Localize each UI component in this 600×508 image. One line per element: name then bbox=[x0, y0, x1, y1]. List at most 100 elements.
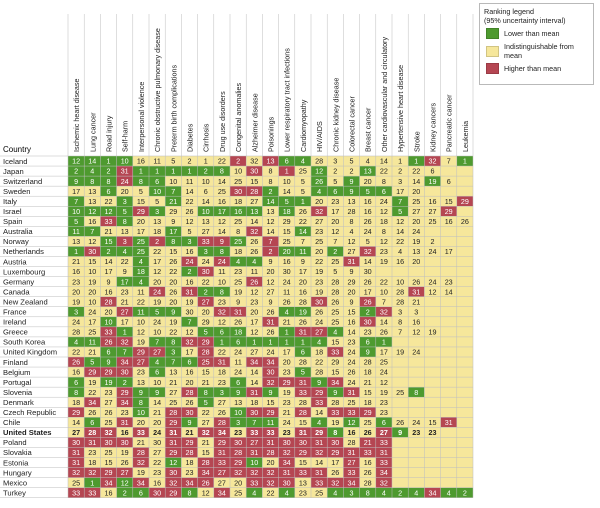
heatmap-cell bbox=[213, 457, 230, 468]
row-label: Iceland bbox=[3, 157, 28, 166]
cell-rank-label: 8 bbox=[382, 227, 386, 236]
heatmap-cell bbox=[132, 306, 149, 317]
cell-rank-label: 34 bbox=[218, 428, 226, 437]
heatmap-cell bbox=[68, 387, 85, 398]
heatmap-cell bbox=[375, 326, 392, 337]
cell-rank-label: 23 bbox=[283, 398, 291, 407]
cell-rank-label: 21 bbox=[88, 348, 96, 357]
heatmap-cell bbox=[278, 166, 295, 177]
heatmap-cell bbox=[181, 156, 198, 167]
heatmap-cell bbox=[100, 166, 117, 177]
cell-rank-label: 17 bbox=[380, 348, 388, 357]
cell-rank-label: 19 bbox=[105, 378, 113, 387]
heatmap-cell bbox=[294, 156, 311, 167]
heatmap-cell bbox=[327, 417, 344, 428]
cell-rank-label: 21 bbox=[283, 408, 291, 417]
heatmap-cell bbox=[392, 306, 409, 317]
heatmap-cell bbox=[132, 236, 149, 247]
column-label: Lung cancer bbox=[88, 112, 97, 152]
heatmap-cell bbox=[424, 316, 441, 327]
heatmap-cell bbox=[262, 336, 279, 347]
heatmap-cell bbox=[408, 266, 425, 277]
cell-rank-label: 22 bbox=[396, 237, 404, 246]
heatmap-cell bbox=[84, 166, 101, 177]
heatmap-cell bbox=[230, 226, 247, 237]
cell-rank-label: 17 bbox=[186, 348, 194, 357]
cell-rank-label: 1 bbox=[90, 478, 94, 487]
heatmap-cell bbox=[327, 467, 344, 478]
heatmap-cell bbox=[165, 357, 182, 368]
cell-rank-label: 23 bbox=[121, 287, 129, 296]
heatmap-cell bbox=[181, 477, 198, 488]
heatmap-cell bbox=[68, 226, 85, 237]
heatmap-cell bbox=[116, 206, 133, 217]
heatmap-cell bbox=[408, 246, 425, 257]
heatmap-cell bbox=[84, 407, 101, 418]
heatmap-cell bbox=[392, 156, 409, 167]
heatmap-cell bbox=[262, 176, 279, 187]
cell-rank-label: 27 bbox=[429, 207, 437, 216]
cell-rank-label: 9 bbox=[123, 267, 127, 276]
heatmap-cell bbox=[116, 367, 133, 378]
cell-rank-label: 26 bbox=[169, 257, 177, 266]
heatmap-cell bbox=[132, 286, 149, 297]
heatmap-cell bbox=[246, 457, 263, 468]
heatmap-cell bbox=[359, 186, 376, 197]
heatmap-cell bbox=[132, 447, 149, 458]
cell-rank-label: 8 bbox=[220, 247, 224, 256]
cell-rank-label: 32 bbox=[88, 468, 96, 477]
column-label: Kidney cancers bbox=[429, 102, 438, 152]
cell-rank-label: 21 bbox=[153, 408, 161, 417]
heatmap-cell bbox=[84, 387, 101, 398]
cell-rank-label: 33 bbox=[88, 488, 96, 497]
heatmap-cell bbox=[343, 286, 360, 297]
cell-rank-label: 8 bbox=[204, 388, 208, 397]
heatmap-cell bbox=[343, 236, 360, 247]
heatmap-cell bbox=[327, 326, 344, 337]
cell-rank-label: 24 bbox=[315, 317, 323, 326]
heatmap-cell bbox=[262, 357, 279, 368]
heatmap-cell bbox=[132, 226, 149, 237]
heatmap-cell bbox=[392, 427, 409, 438]
heatmap-cell bbox=[440, 286, 457, 297]
cell-rank-label: 5 bbox=[188, 227, 192, 236]
cell-rank-label: 34 bbox=[250, 358, 258, 367]
cell-rank-label: 11 bbox=[234, 358, 241, 367]
heatmap-cell bbox=[278, 316, 295, 327]
heatmap-cell bbox=[84, 326, 101, 337]
heatmap-cell bbox=[375, 427, 392, 438]
cell-rank-label: 34 bbox=[121, 398, 129, 407]
cell-rank-label: 4 bbox=[333, 328, 337, 337]
cell-rank-label: 32 bbox=[169, 478, 177, 487]
cell-rank-label: 14 bbox=[267, 227, 275, 236]
heatmap-cell bbox=[213, 246, 230, 257]
cell-rank-label: 4 bbox=[252, 488, 256, 497]
cell-rank-label: 12 bbox=[105, 207, 113, 216]
cell-rank-label: 22 bbox=[380, 167, 388, 176]
cell-rank-label: 30 bbox=[250, 167, 258, 176]
cell-rank-label: 28 bbox=[169, 408, 177, 417]
cell-rank-label: 10 bbox=[169, 177, 177, 186]
cell-rank-label: 21 bbox=[283, 317, 291, 326]
cell-rank-label: 29 bbox=[186, 438, 194, 447]
heatmap-cell bbox=[165, 196, 182, 207]
row-label: Slovakia bbox=[3, 448, 32, 457]
cell-rank-label: 20 bbox=[186, 378, 194, 387]
cell-rank-label: 15 bbox=[331, 368, 339, 377]
cell-rank-label: 5 bbox=[204, 328, 208, 337]
heatmap-cell bbox=[262, 156, 279, 167]
heatmap-cell bbox=[392, 357, 409, 368]
heatmap-cell bbox=[294, 417, 311, 428]
cell-rank-label: 5 bbox=[171, 157, 175, 166]
heatmap-cell bbox=[100, 216, 117, 227]
heatmap-cell bbox=[262, 286, 279, 297]
cell-rank-label: 4 bbox=[139, 277, 143, 286]
heatmap-cell bbox=[116, 417, 133, 428]
cell-rank-label: 27 bbox=[202, 297, 210, 306]
heatmap-cell bbox=[294, 357, 311, 368]
cell-rank-label: 30 bbox=[88, 247, 96, 256]
heatmap-cell bbox=[165, 387, 182, 398]
heatmap-cell bbox=[181, 467, 198, 478]
heatmap-cell bbox=[68, 246, 85, 257]
heatmap-cell bbox=[213, 407, 230, 418]
